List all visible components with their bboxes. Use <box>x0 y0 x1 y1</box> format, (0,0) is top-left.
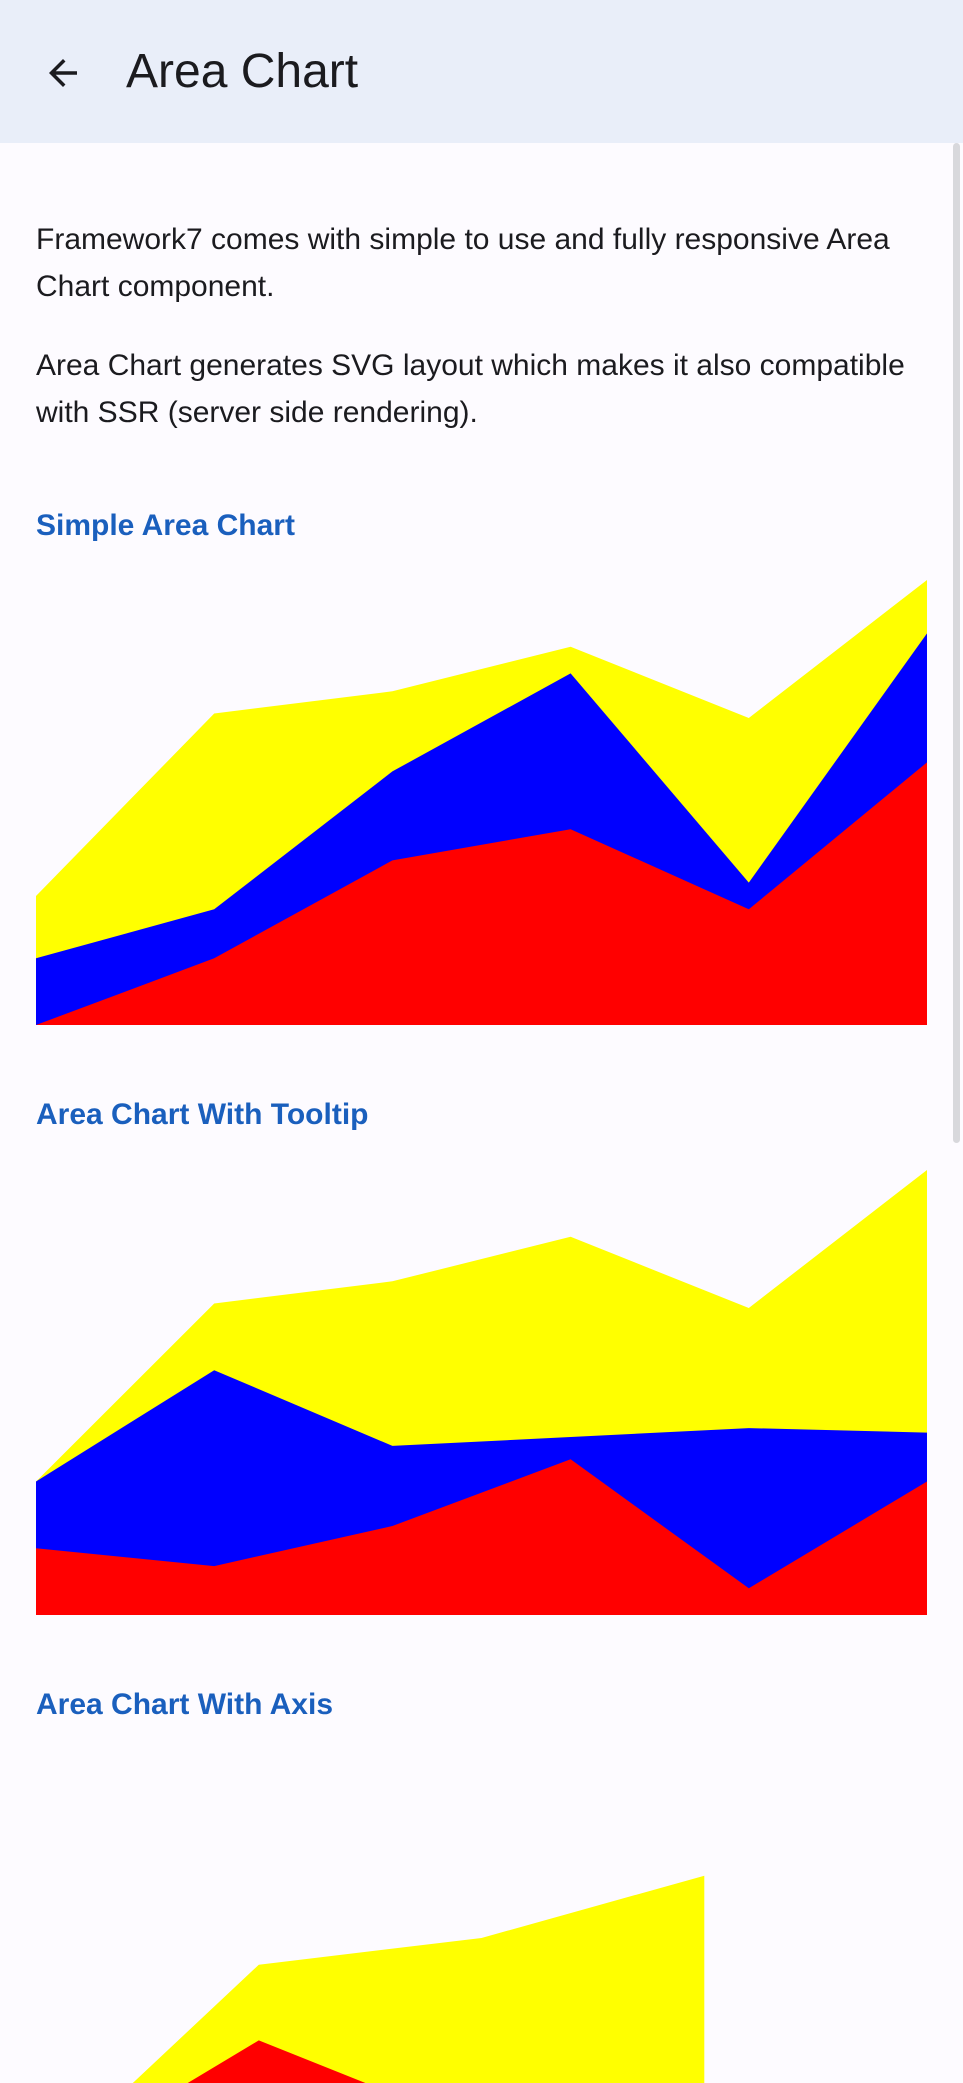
area-series-red <box>187 2040 366 2083</box>
scrollbar[interactable] <box>953 143 960 1143</box>
block-title-axis: Area Chart With Axis <box>36 1688 334 1721</box>
area-series-yellow <box>132 1875 705 2083</box>
block-title-tooltip: Area Chart With Tooltip <box>36 1098 369 1131</box>
page-content: Framework7 comes with simple to use and … <box>0 143 963 2083</box>
area-series-blue <box>36 1370 927 1615</box>
arrow-left-icon <box>49 59 77 87</box>
area-series-red <box>36 1459 927 1615</box>
area-series-red <box>36 762 927 1025</box>
axis-area-chart[interactable] <box>36 1760 927 2083</box>
intro-paragraph-1: Framework7 comes with simple to use and … <box>36 223 890 303</box>
navbar: Area Chart <box>0 0 963 143</box>
intro-paragraph-2: Area Chart generates SVG layout which ma… <box>36 349 905 429</box>
block-title-simple: Simple Area Chart <box>36 509 295 542</box>
simple-area-chart[interactable] <box>36 580 927 1025</box>
page-title: Area Chart <box>126 45 359 98</box>
tooltip-area-chart[interactable] <box>36 1170 927 1615</box>
back-button[interactable] <box>32 42 94 104</box>
